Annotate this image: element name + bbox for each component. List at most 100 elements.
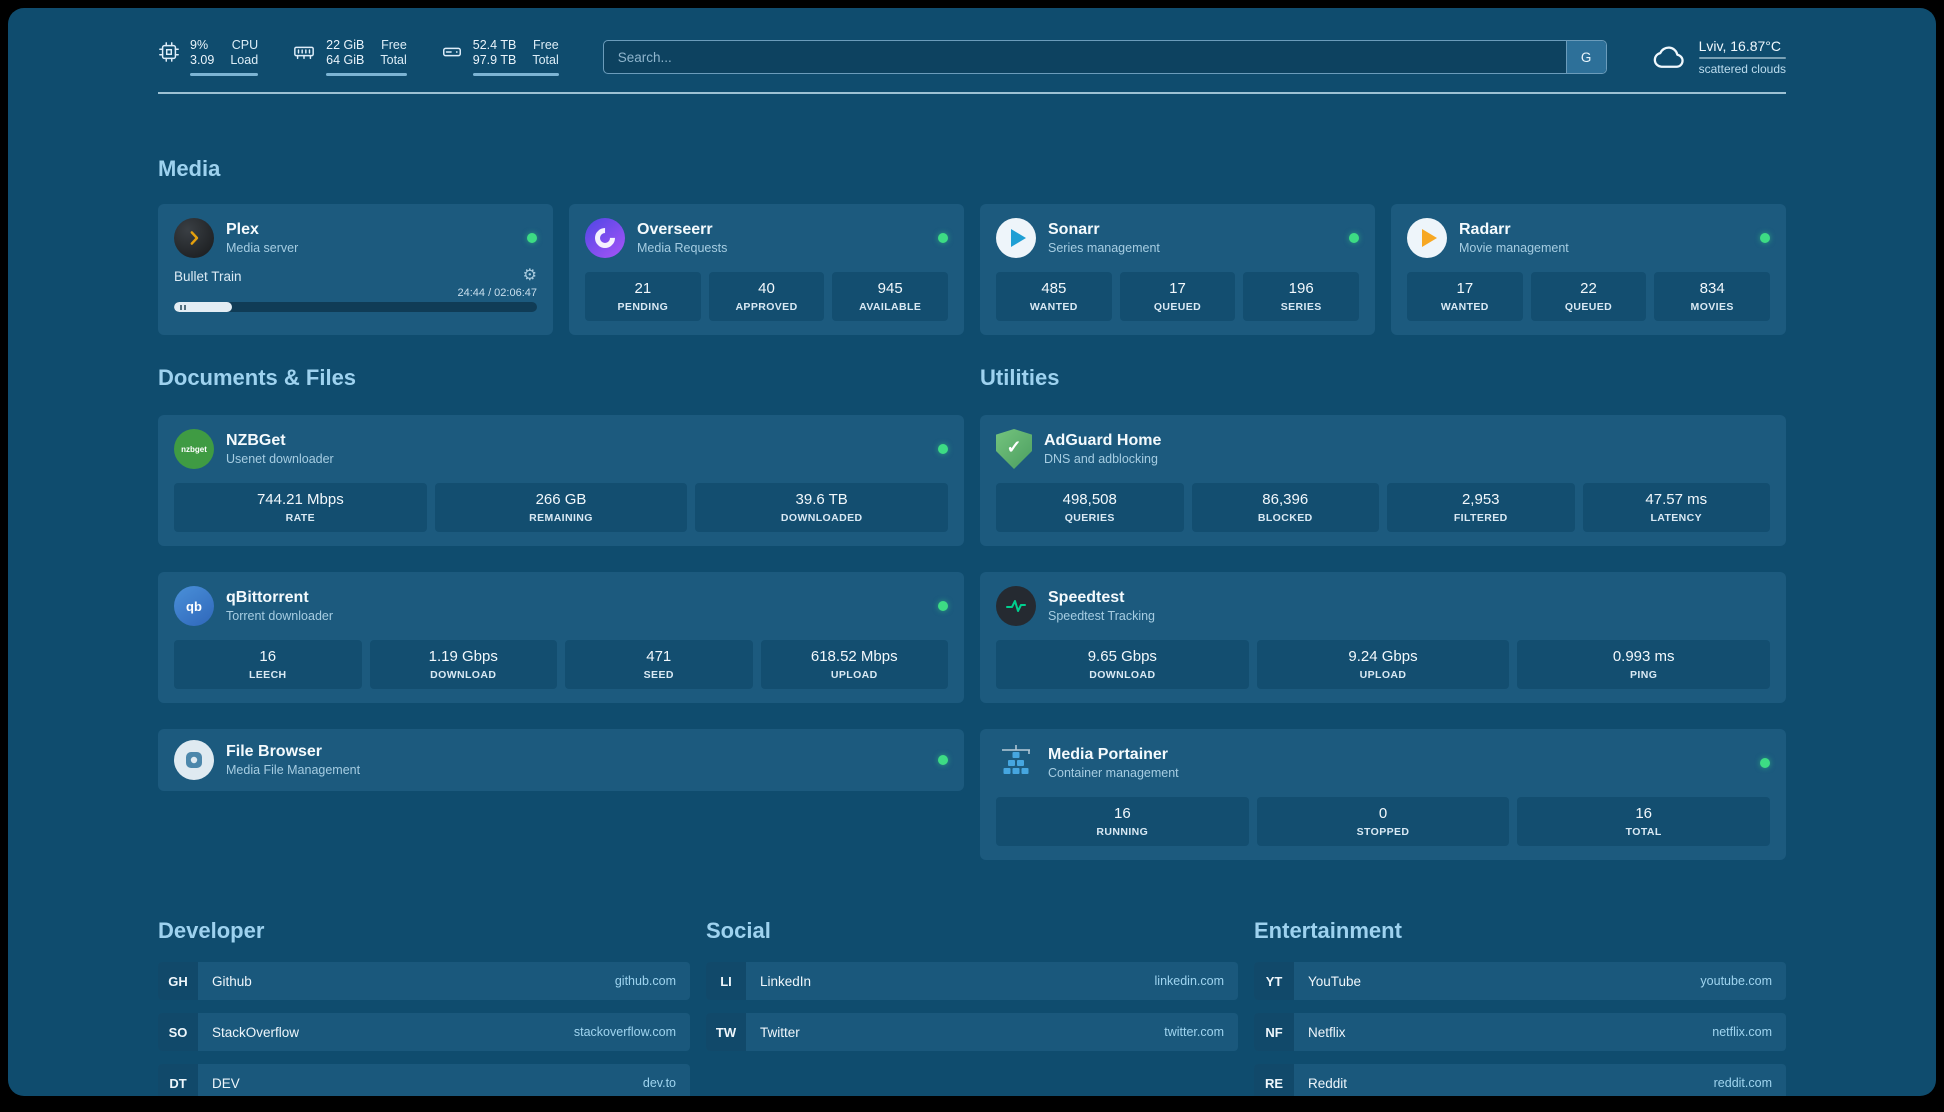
- stat-tile: 945 AVAILABLE: [832, 272, 949, 321]
- weather-underline: [1698, 57, 1786, 59]
- disk-free-label: Free: [533, 38, 559, 52]
- file-browser-card[interactable]: File Browser Media File Management: [158, 729, 964, 791]
- app-subtitle: Container management: [1048, 766, 1179, 780]
- cpu-label: CPU: [231, 38, 259, 52]
- app-name: Speedtest: [1048, 589, 1125, 606]
- sonarr-icon: [996, 218, 1036, 258]
- nzbget-card[interactable]: nzbget NZBGet Usenet downloader 744.21 M…: [158, 415, 964, 546]
- entertainment-title: Entertainment: [1254, 918, 1402, 943]
- stat-tile: 86,396 BLOCKED: [1191, 483, 1379, 532]
- disk-metric: 52.4 TB Free 97.9 TB Total: [441, 38, 559, 76]
- stat-tile: 22 QUEUED: [1530, 272, 1647, 321]
- disk-free-value: 52.4 TB: [472, 38, 517, 52]
- stat-tile: 9.65 Gbps DOWNLOAD: [996, 640, 1249, 689]
- stat-tile: 47.57 ms LATENCY: [1582, 483, 1770, 532]
- bookmark-stackoverflow[interactable]: SO StackOverflow stackoverflow.com: [158, 1013, 690, 1051]
- bookmark-reddit[interactable]: RE Reddit reddit.com: [1254, 1064, 1786, 1096]
- stat-tile: 21 PENDING: [585, 272, 701, 321]
- app-name: AdGuard Home: [1044, 432, 1162, 449]
- adguard-card[interactable]: ✓ AdGuard Home DNS and adblocking 498,50…: [980, 415, 1786, 546]
- gear-icon[interactable]: ⚙: [522, 267, 537, 284]
- app-name: NZBGet: [226, 432, 286, 449]
- pause-icon[interactable]: [180, 304, 186, 310]
- cpu-icon: [158, 41, 180, 63]
- social-title: Social: [706, 918, 771, 943]
- stat-tile: 744.21 Mbps RATE: [174, 483, 427, 532]
- disk-total-value: 97.9 TB: [472, 53, 517, 67]
- stat-tile: 9.24 Gbps UPLOAD: [1256, 640, 1510, 689]
- app-name: Radarr: [1459, 221, 1511, 238]
- playback-progress-bar[interactable]: [174, 302, 537, 312]
- disk-underline: [472, 73, 559, 76]
- stat-tile: 498,508 QUERIES: [996, 483, 1184, 532]
- stat-tile: 17 QUEUED: [1119, 272, 1236, 321]
- app-name: Sonarr: [1048, 221, 1100, 238]
- portainer-card[interactable]: Media Portainer Container management 16 …: [980, 729, 1786, 860]
- bookmark-dev[interactable]: DT DEV dev.to: [158, 1064, 690, 1096]
- social-bookmarks: Social LI LinkedIn linkedin.com TW Twitt…: [706, 918, 1238, 1096]
- bookmark-abbr: YT: [1254, 962, 1294, 1000]
- status-dot: [1760, 758, 1770, 768]
- app-name: File Browser: [226, 743, 323, 760]
- bookmark-netflix[interactable]: NF Netflix netflix.com: [1254, 1013, 1786, 1051]
- bookmark-abbr: LI: [706, 962, 746, 1000]
- header-divider: [158, 92, 1786, 94]
- stat-tile: 618.52 Mbps UPLOAD: [760, 640, 948, 689]
- overseerr-card[interactable]: Overseerr Media Requests 21 PENDING 40 A…: [569, 204, 964, 335]
- status-dot: [938, 444, 948, 454]
- search-input[interactable]: [603, 41, 1566, 73]
- ram-icon: [292, 41, 316, 63]
- bookmark-abbr: DT: [158, 1064, 198, 1096]
- app-name: Media Portainer: [1048, 746, 1169, 763]
- disk-icon: [441, 41, 463, 63]
- stat-tile: 16 TOTAL: [1517, 797, 1771, 846]
- cpu-metric: 9% CPU 3.09 Load: [158, 38, 259, 76]
- radarr-card[interactable]: Radarr Movie management 17 WANTED 22 QUE…: [1391, 204, 1786, 335]
- stat-tile: 16 LEECH: [174, 640, 362, 689]
- now-playing-title: Bullet Train: [174, 268, 242, 284]
- stat-tile: 2,953 FILTERED: [1387, 483, 1575, 532]
- overseerr-icon: [585, 218, 625, 258]
- developer-title: Developer: [158, 918, 265, 943]
- search-engine-button[interactable]: G: [1565, 41, 1606, 73]
- status-dot: [1349, 233, 1359, 243]
- stat-tile: 0 STOPPED: [1256, 797, 1510, 846]
- adguard-icon: ✓: [996, 429, 1032, 469]
- stat-tile: 16 RUNNING: [996, 797, 1249, 846]
- stat-tile: 834 MOVIES: [1654, 272, 1771, 321]
- app-subtitle: Usenet downloader: [226, 452, 334, 466]
- speedtest-card[interactable]: Speedtest Speedtest Tracking 9.65 Gbps D…: [980, 572, 1786, 703]
- plex-card[interactable]: Plex Media server Bullet Train ⚙ 24:44 /…: [158, 204, 553, 335]
- cloud-icon: [1651, 42, 1687, 72]
- radarr-icon: [1407, 218, 1447, 258]
- bookmark-youtube[interactable]: YT YouTube youtube.com: [1254, 962, 1786, 1000]
- speedtest-icon: [996, 586, 1036, 626]
- bookmark-linkedin[interactable]: LI LinkedIn linkedin.com: [706, 962, 1238, 1000]
- weather-widget: Lviv, 16.87°C scattered clouds: [1651, 38, 1786, 76]
- portainer-icon: [996, 743, 1036, 783]
- qbittorrent-icon: qb: [174, 586, 214, 626]
- bookmark-abbr: RE: [1254, 1064, 1294, 1096]
- dashboard-page: 9% CPU 3.09 Load 22: [8, 8, 1936, 1096]
- status-dot: [938, 601, 948, 611]
- stat-tile: 485 WANTED: [996, 272, 1112, 321]
- ram-total-value: 64 GiB: [326, 53, 365, 67]
- playback-time: 24:44 / 02:06:47: [457, 287, 537, 299]
- developer-bookmarks: Developer GH Github github.com SO StackO…: [158, 918, 690, 1096]
- bookmark-twitter[interactable]: TW Twitter twitter.com: [706, 1013, 1238, 1051]
- bookmark-abbr: SO: [158, 1013, 198, 1051]
- search-bar: G: [602, 40, 1607, 74]
- system-metrics: 9% CPU 3.09 Load 22: [158, 38, 559, 76]
- status-dot: [938, 755, 948, 765]
- qbittorrent-card[interactable]: qb qBittorrent Torrent downloader 16 LEE…: [158, 572, 964, 703]
- app-subtitle: Speedtest Tracking: [1048, 609, 1156, 623]
- entertainment-bookmarks: Entertainment YT YouTube youtube.com NF …: [1254, 918, 1786, 1096]
- ram-free-label: Free: [381, 38, 407, 52]
- plex-icon: [174, 218, 214, 258]
- stat-tile: 1.19 Gbps DOWNLOAD: [369, 640, 557, 689]
- sonarr-card[interactable]: Sonarr Series management 485 WANTED 17 Q…: [980, 204, 1375, 335]
- ram-free-value: 22 GiB: [326, 38, 365, 52]
- bookmark-github[interactable]: GH Github github.com: [158, 962, 690, 1000]
- stat-tile: 266 GB REMAINING: [434, 483, 688, 532]
- top-bar: 9% CPU 3.09 Load 22: [158, 38, 1786, 76]
